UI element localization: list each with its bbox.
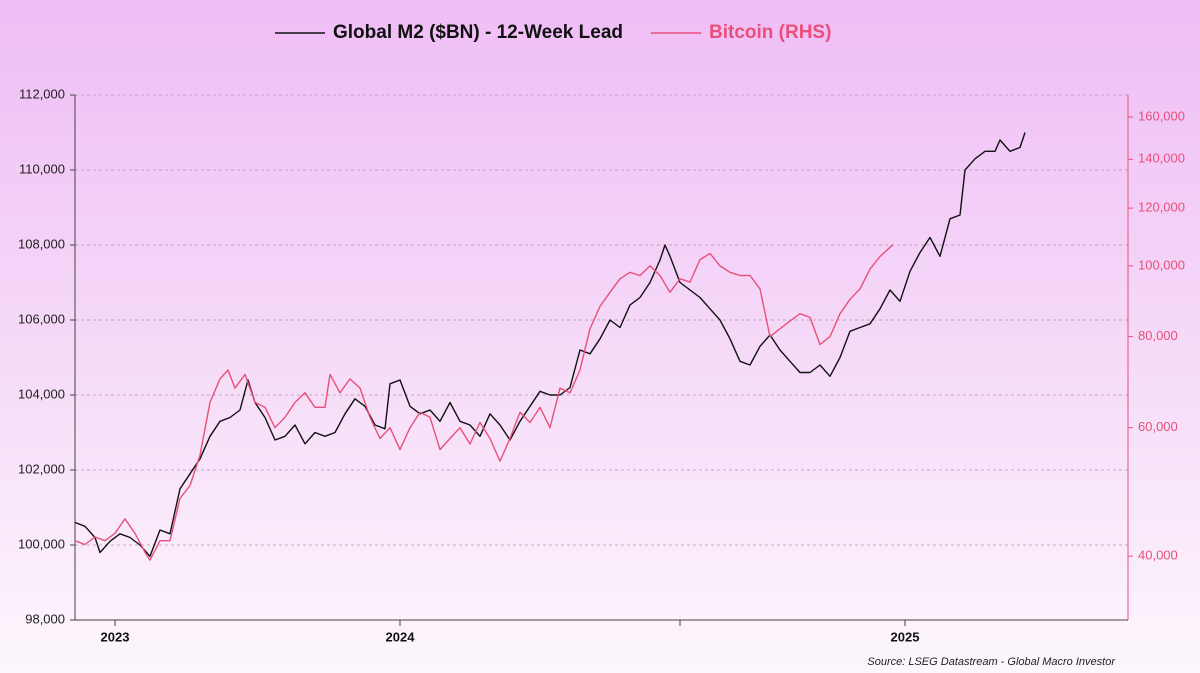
x-tick-label: 2025 [891, 629, 920, 644]
y-tick-label: 102,000 [18, 461, 65, 476]
y-tick-label: 112,000 [19, 86, 65, 101]
y-tick-label: 100,000 [18, 536, 65, 551]
series-line [74, 132, 1026, 557]
legend-label: Bitcoin (RHS) [709, 22, 831, 43]
y-tick-label: 110,000 [19, 161, 65, 176]
series-line [74, 243, 894, 561]
y2-tick-label: 140,000 [1138, 151, 1185, 166]
y2-tick-label: 160,000 [1138, 108, 1185, 123]
y-tick-label: 106,000 [18, 311, 65, 326]
x-tick-label: 2023 [101, 629, 130, 644]
y-tick-label: 108,000 [18, 236, 65, 251]
source: Source: LSEG Datastream - Global Macro I… [867, 656, 1116, 668]
y-tick-label: 104,000 [18, 386, 65, 401]
y2-tick-label: 40,000 [1138, 548, 1178, 563]
y2-tick-label: 60,000 [1138, 419, 1178, 434]
y2-tick-label: 100,000 [1138, 257, 1185, 272]
legend-label: Global M2 ($BN) - 12-Week Lead [333, 22, 623, 43]
y-tick-label: 98,000 [25, 611, 65, 626]
y2-tick-label: 80,000 [1138, 328, 1178, 343]
y2-tick-label: 120,000 [1138, 200, 1185, 215]
x-tick-label: 2024 [386, 629, 416, 644]
